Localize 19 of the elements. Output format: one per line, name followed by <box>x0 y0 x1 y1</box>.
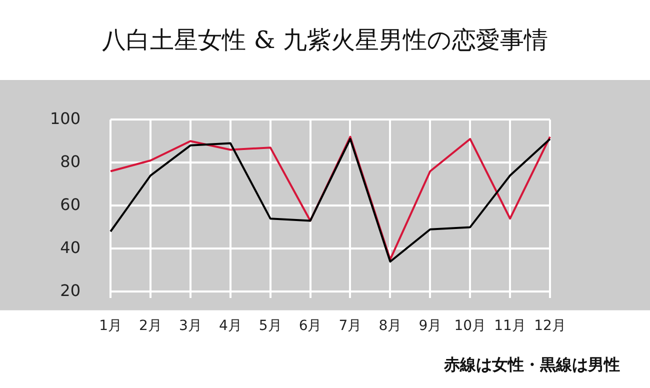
text: 赤線は女性・黒線は男性 <box>444 355 620 376</box>
x-tick-label: 8月 <box>378 318 402 334</box>
x-tick-label: 5月 <box>258 318 282 334</box>
x-tick-label: 2月 <box>139 318 162 334</box>
x-tick-label: 7月 <box>338 318 362 334</box>
x-tick-label: 6月 <box>298 318 322 334</box>
x-tick-label: 12月 <box>534 318 566 334</box>
x-tick-label: 1月 <box>99 318 122 334</box>
x-tick-label: 10月 <box>454 318 486 334</box>
y-tick-label: 40 <box>60 238 81 257</box>
x-tick-label: 4月 <box>218 318 242 334</box>
y-tick-label: 80 <box>60 152 81 171</box>
y-tick-label: 60 <box>60 194 81 214</box>
y-tick-label: 100 <box>50 108 81 128</box>
x-tick-label: 11月 <box>494 318 526 334</box>
chart-title: 八白土星女性 & 九紫火星男性の恋愛事情 <box>101 25 549 56</box>
x-tick-label: 9月 <box>418 318 442 334</box>
x-tick-label: 3月 <box>178 318 202 334</box>
y-tick-label: 20 <box>60 280 81 300</box>
